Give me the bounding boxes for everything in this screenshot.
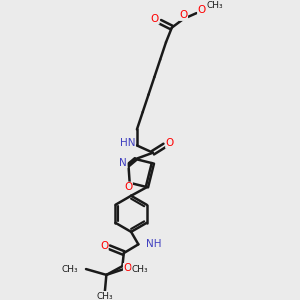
Text: O: O — [124, 182, 132, 192]
Text: HN: HN — [120, 138, 135, 148]
Text: O: O — [166, 138, 174, 148]
Text: N: N — [119, 158, 127, 168]
Text: CH₃: CH₃ — [97, 292, 113, 300]
Text: O: O — [124, 263, 132, 274]
Text: O: O — [100, 241, 108, 251]
Text: O: O — [179, 11, 188, 20]
Text: NH: NH — [146, 239, 161, 249]
Text: O: O — [151, 14, 159, 24]
Text: CH₃: CH₃ — [207, 1, 223, 10]
Text: CH₃: CH₃ — [61, 265, 78, 274]
Text: CH₃: CH₃ — [132, 265, 148, 274]
Text: O: O — [198, 4, 206, 15]
